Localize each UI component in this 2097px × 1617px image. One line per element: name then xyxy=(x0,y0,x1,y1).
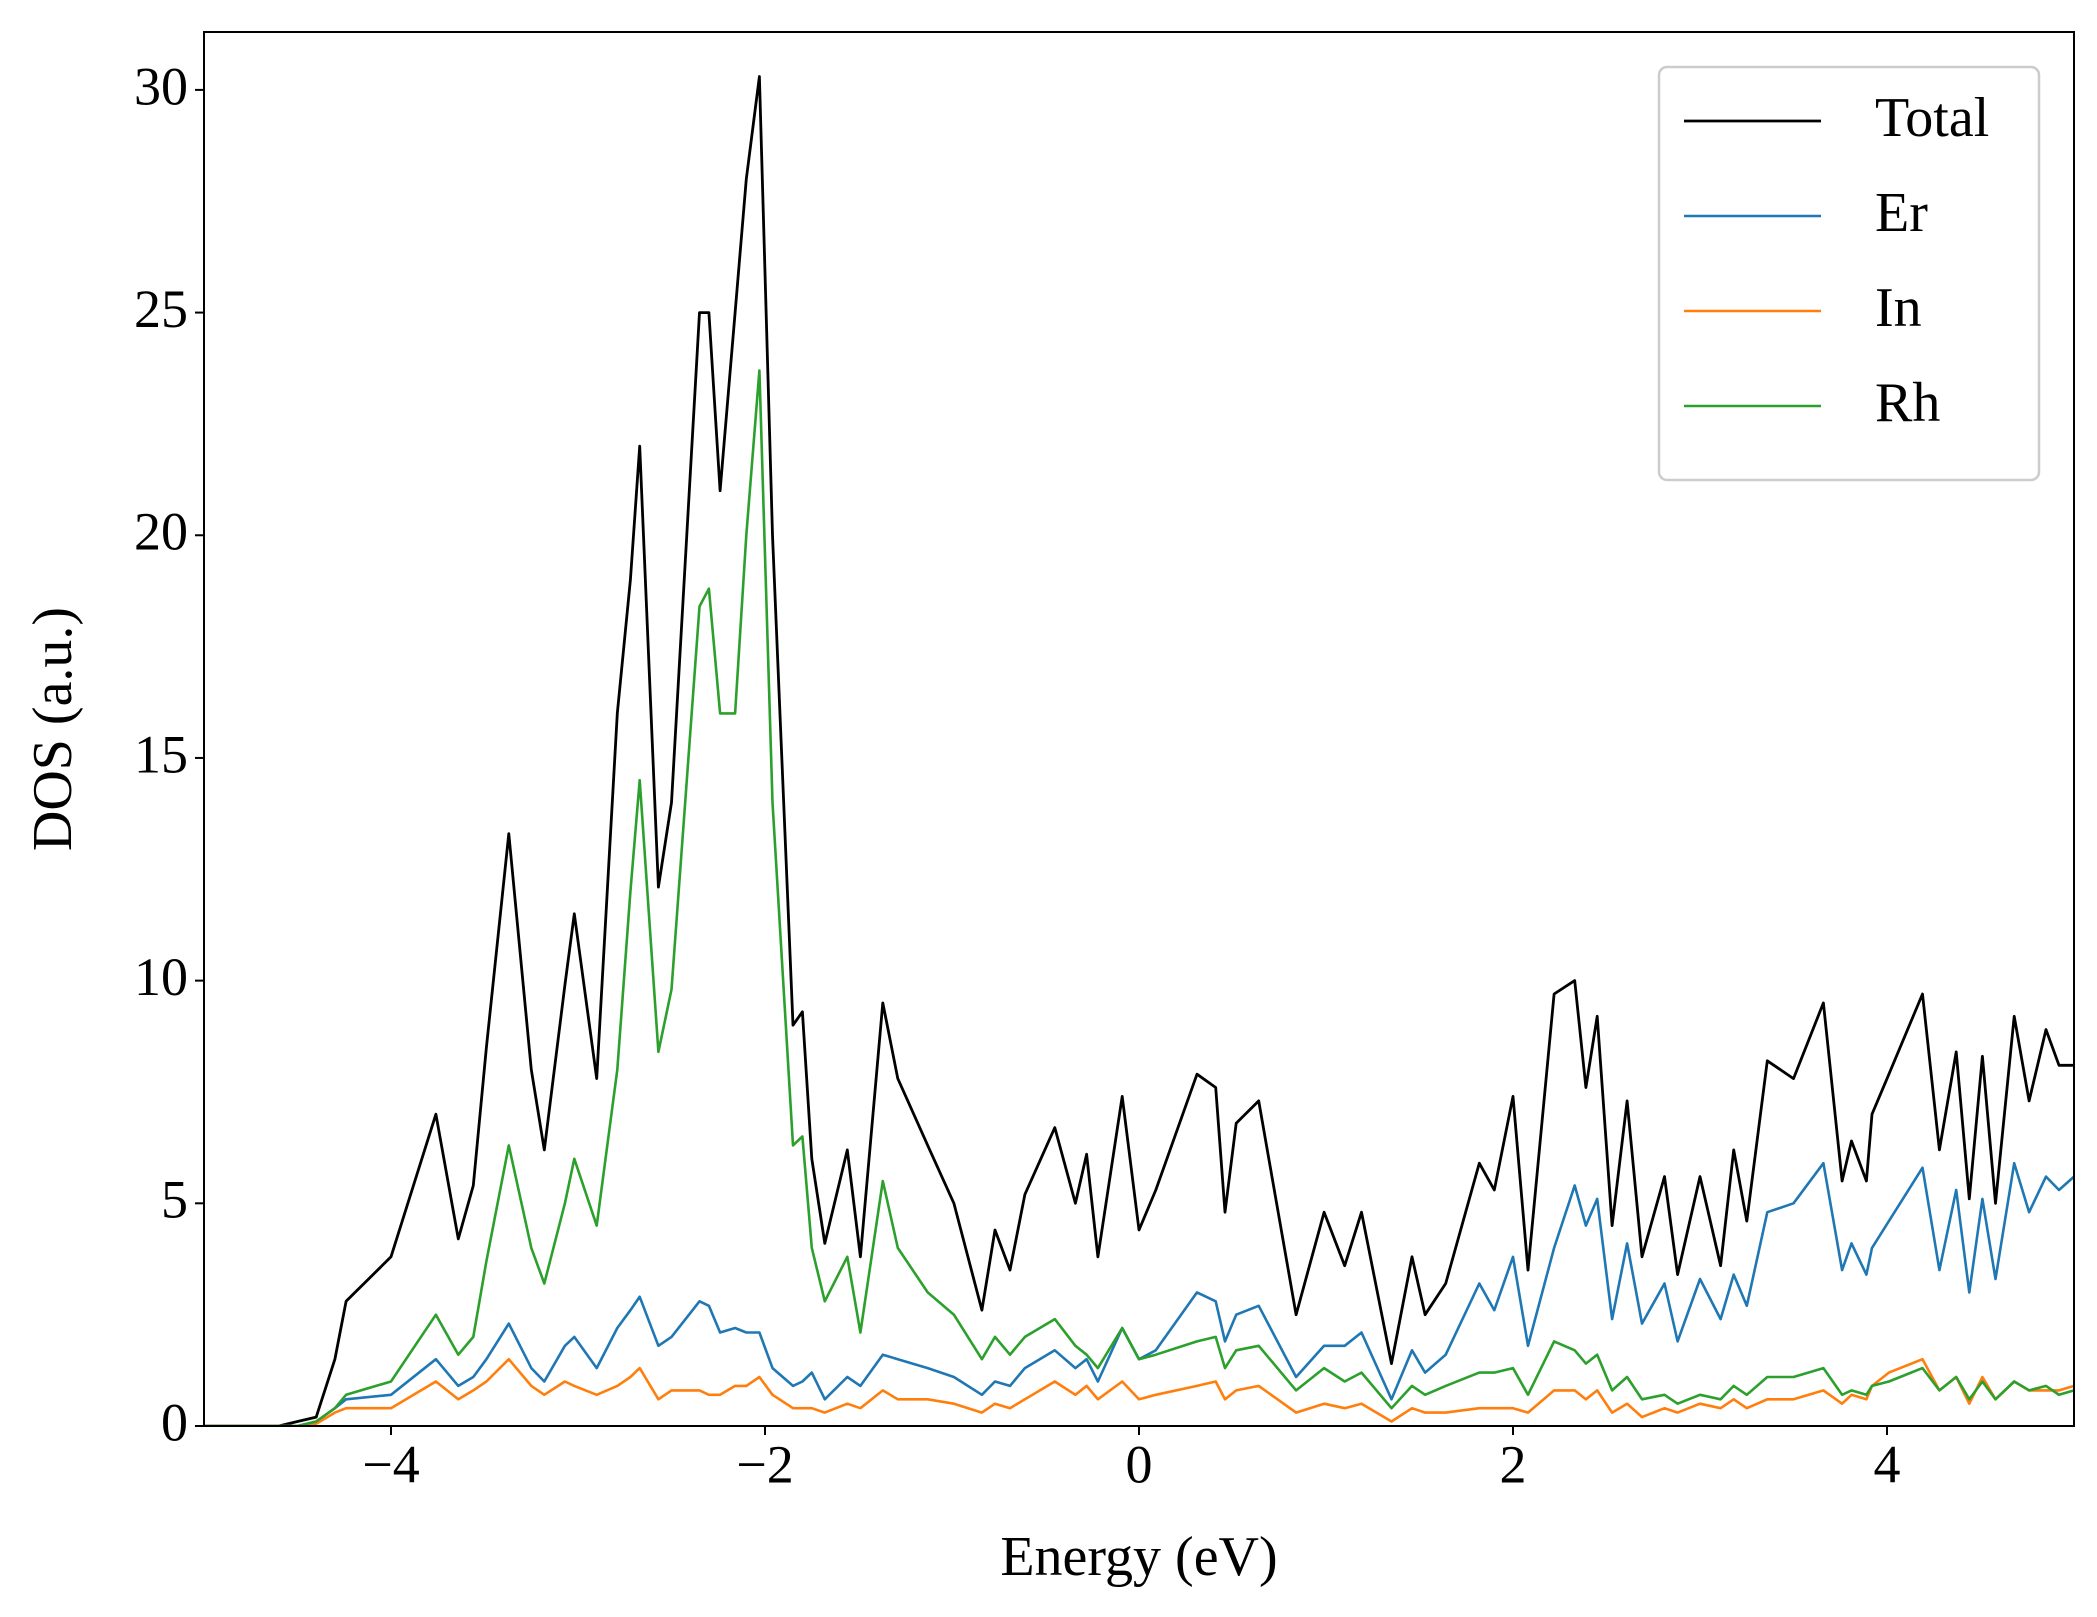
legend-label: Er xyxy=(1875,182,1928,244)
y-tick-label: 10 xyxy=(134,947,188,1007)
x-tick-label: 0 xyxy=(1126,1434,1153,1494)
y-tick-label: 0 xyxy=(161,1392,188,1452)
legend-label: Rh xyxy=(1875,372,1940,434)
x-tick-label: −2 xyxy=(736,1434,793,1494)
y-tick-label: 25 xyxy=(134,279,188,339)
y-tick-label: 30 xyxy=(134,56,188,116)
y-axis-label: DOS (a.u.) xyxy=(22,607,84,851)
series-line xyxy=(204,75,2074,1426)
plot-area xyxy=(204,75,2074,1426)
y-tick-label: 20 xyxy=(134,502,188,562)
series-line xyxy=(204,1357,2074,1426)
legend-label: Total xyxy=(1875,87,1989,149)
x-tick-label: −4 xyxy=(362,1434,419,1494)
legend-label: In xyxy=(1875,277,1922,339)
x-tick-label: 2 xyxy=(1500,1434,1527,1494)
y-tick-label: 15 xyxy=(134,724,188,784)
series-line xyxy=(204,369,2074,1426)
x-tick-label: 4 xyxy=(1874,1434,1901,1494)
axes-frame xyxy=(203,31,2075,1427)
x-axis-label: Energy (eV) xyxy=(1000,1526,1277,1588)
legend-box xyxy=(1657,65,2041,482)
y-tick-label: 5 xyxy=(161,1170,188,1230)
series-line xyxy=(204,1161,2074,1426)
